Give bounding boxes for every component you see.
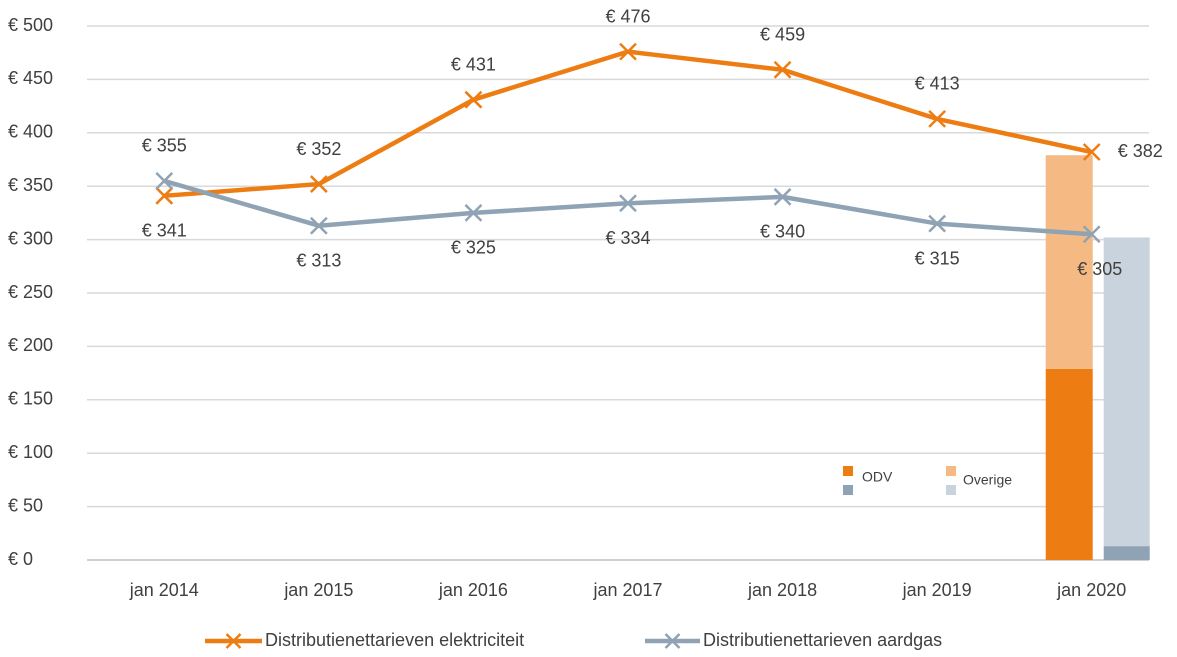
data-label: € 382 — [1118, 141, 1163, 161]
marker — [773, 187, 792, 206]
y-tick-label: € 100 — [8, 442, 53, 462]
data-label: € 315 — [915, 248, 960, 268]
y-tick-label: € 350 — [8, 175, 53, 195]
data-label: € 334 — [605, 228, 650, 248]
legend-label: Distributienettarieven aardgas — [703, 630, 942, 650]
y-tick-label: € 200 — [8, 335, 53, 355]
data-label: € 340 — [760, 222, 805, 242]
data-label: € 459 — [760, 25, 805, 45]
y-tick-label: € 50 — [8, 495, 43, 515]
marker — [1082, 225, 1101, 244]
legend-label: Overige — [963, 472, 1012, 488]
marker — [155, 186, 174, 205]
marker — [928, 214, 947, 233]
legend-label: Distributienettarieven elektriciteit — [265, 630, 524, 650]
bar — [1045, 155, 1093, 369]
data-label: € 431 — [451, 54, 496, 74]
x-tick-label: jan 2019 — [902, 580, 972, 600]
bar — [1103, 237, 1150, 547]
marker — [155, 171, 174, 190]
y-tick-label: € 250 — [8, 282, 53, 302]
marker — [619, 42, 637, 61]
legend-swatch — [843, 466, 853, 476]
marker — [1082, 143, 1101, 161]
x-tick-label: jan 2014 — [129, 580, 199, 600]
x-tick-label: jan 2015 — [283, 580, 353, 600]
y-tick-label: € 300 — [8, 228, 53, 248]
y-tick-label: € 400 — [8, 122, 53, 142]
legend-marker — [225, 633, 242, 649]
legend-swatch — [946, 485, 956, 495]
marker — [619, 194, 637, 213]
y-tick-label: € 0 — [8, 549, 33, 569]
marker — [309, 175, 328, 193]
marker — [928, 110, 947, 128]
data-label: € 313 — [296, 250, 341, 270]
marker — [773, 60, 792, 79]
data-label: € 325 — [451, 238, 496, 258]
x-tick-label: jan 2018 — [747, 580, 817, 600]
marker — [464, 204, 483, 222]
data-label: € 355 — [142, 136, 187, 156]
legend-marker — [664, 633, 681, 649]
y-tick-label: € 500 — [8, 15, 53, 35]
y-tick-label: € 450 — [8, 68, 53, 88]
legend-swatch — [843, 485, 853, 495]
bar — [1045, 368, 1093, 560]
legend-swatch — [946, 466, 956, 476]
marker — [464, 90, 483, 109]
data-label: € 341 — [142, 221, 187, 241]
legend-label: ODV — [862, 469, 893, 485]
x-tick-label: jan 2020 — [1056, 580, 1126, 600]
y-tick-label: € 150 — [8, 389, 53, 409]
bar — [1103, 546, 1150, 560]
marker — [309, 216, 328, 235]
data-label: € 476 — [605, 6, 650, 26]
line — [163, 178, 1092, 237]
data-label: € 413 — [915, 74, 960, 94]
data-label: € 305 — [1077, 259, 1122, 279]
data-label: € 352 — [296, 139, 341, 159]
x-tick-label: jan 2017 — [592, 580, 662, 600]
x-tick-label: jan 2016 — [438, 580, 508, 600]
